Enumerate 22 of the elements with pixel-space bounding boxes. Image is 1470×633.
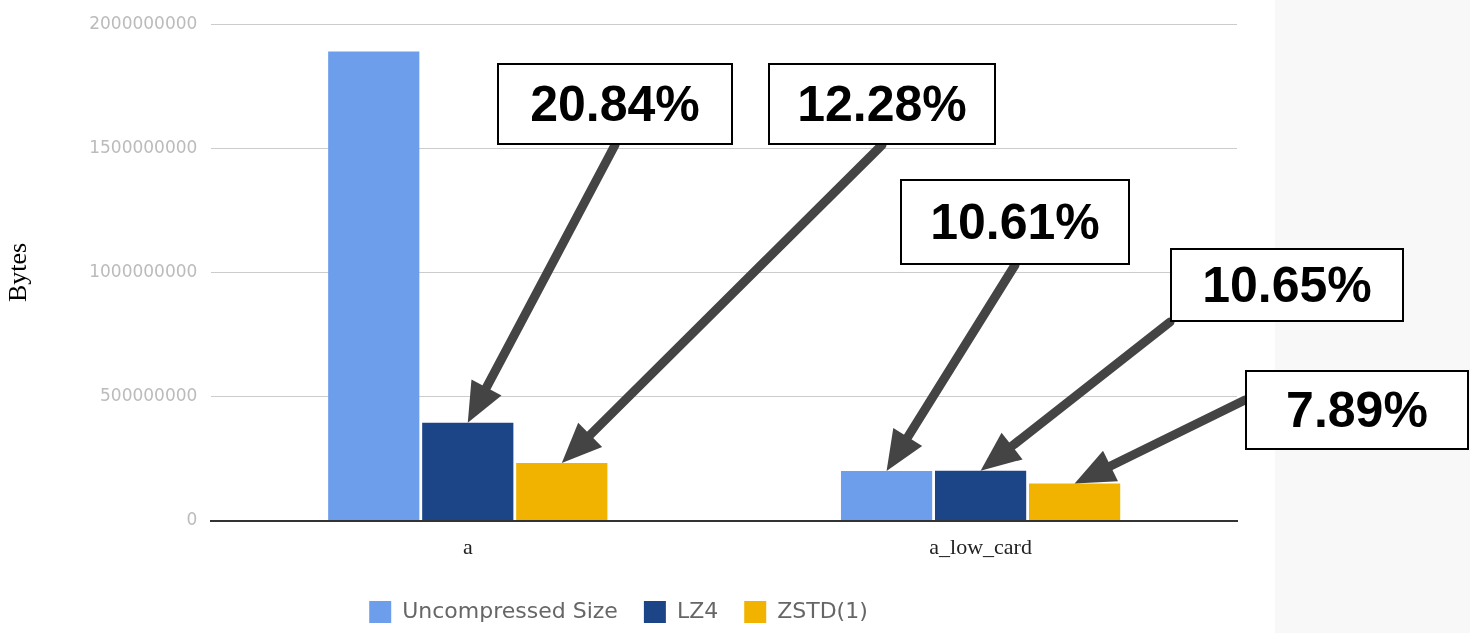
bar <box>1029 483 1121 521</box>
y-tick-label: 1000000000 <box>89 260 198 281</box>
x-tick-label: a_low_card <box>929 533 1032 559</box>
bar <box>328 51 420 521</box>
bar <box>840 470 933 521</box>
bar <box>934 470 1027 521</box>
bar <box>516 463 608 521</box>
y-axis-title: Bytes <box>3 242 33 303</box>
annotation: 12.28% <box>768 63 996 145</box>
legend-label: ZSTD(1) <box>777 597 868 623</box>
legend-label: LZ4 <box>676 597 719 623</box>
annotation: 10.61% <box>900 179 1130 265</box>
y-tick-label: 2000000000 <box>89 12 198 33</box>
legend-label: Uncompressed Size <box>402 597 618 623</box>
y-tick-label: 0 <box>186 509 198 530</box>
annotation: 10.65% <box>1170 248 1404 322</box>
annotation: 20.84% <box>497 63 733 145</box>
y-tick-label: 500000000 <box>100 384 198 405</box>
x-tick-label: a <box>462 533 473 559</box>
bar <box>422 422 514 521</box>
y-tick-label: 1500000000 <box>89 136 198 157</box>
text: 7.89% <box>1245 370 1469 450</box>
